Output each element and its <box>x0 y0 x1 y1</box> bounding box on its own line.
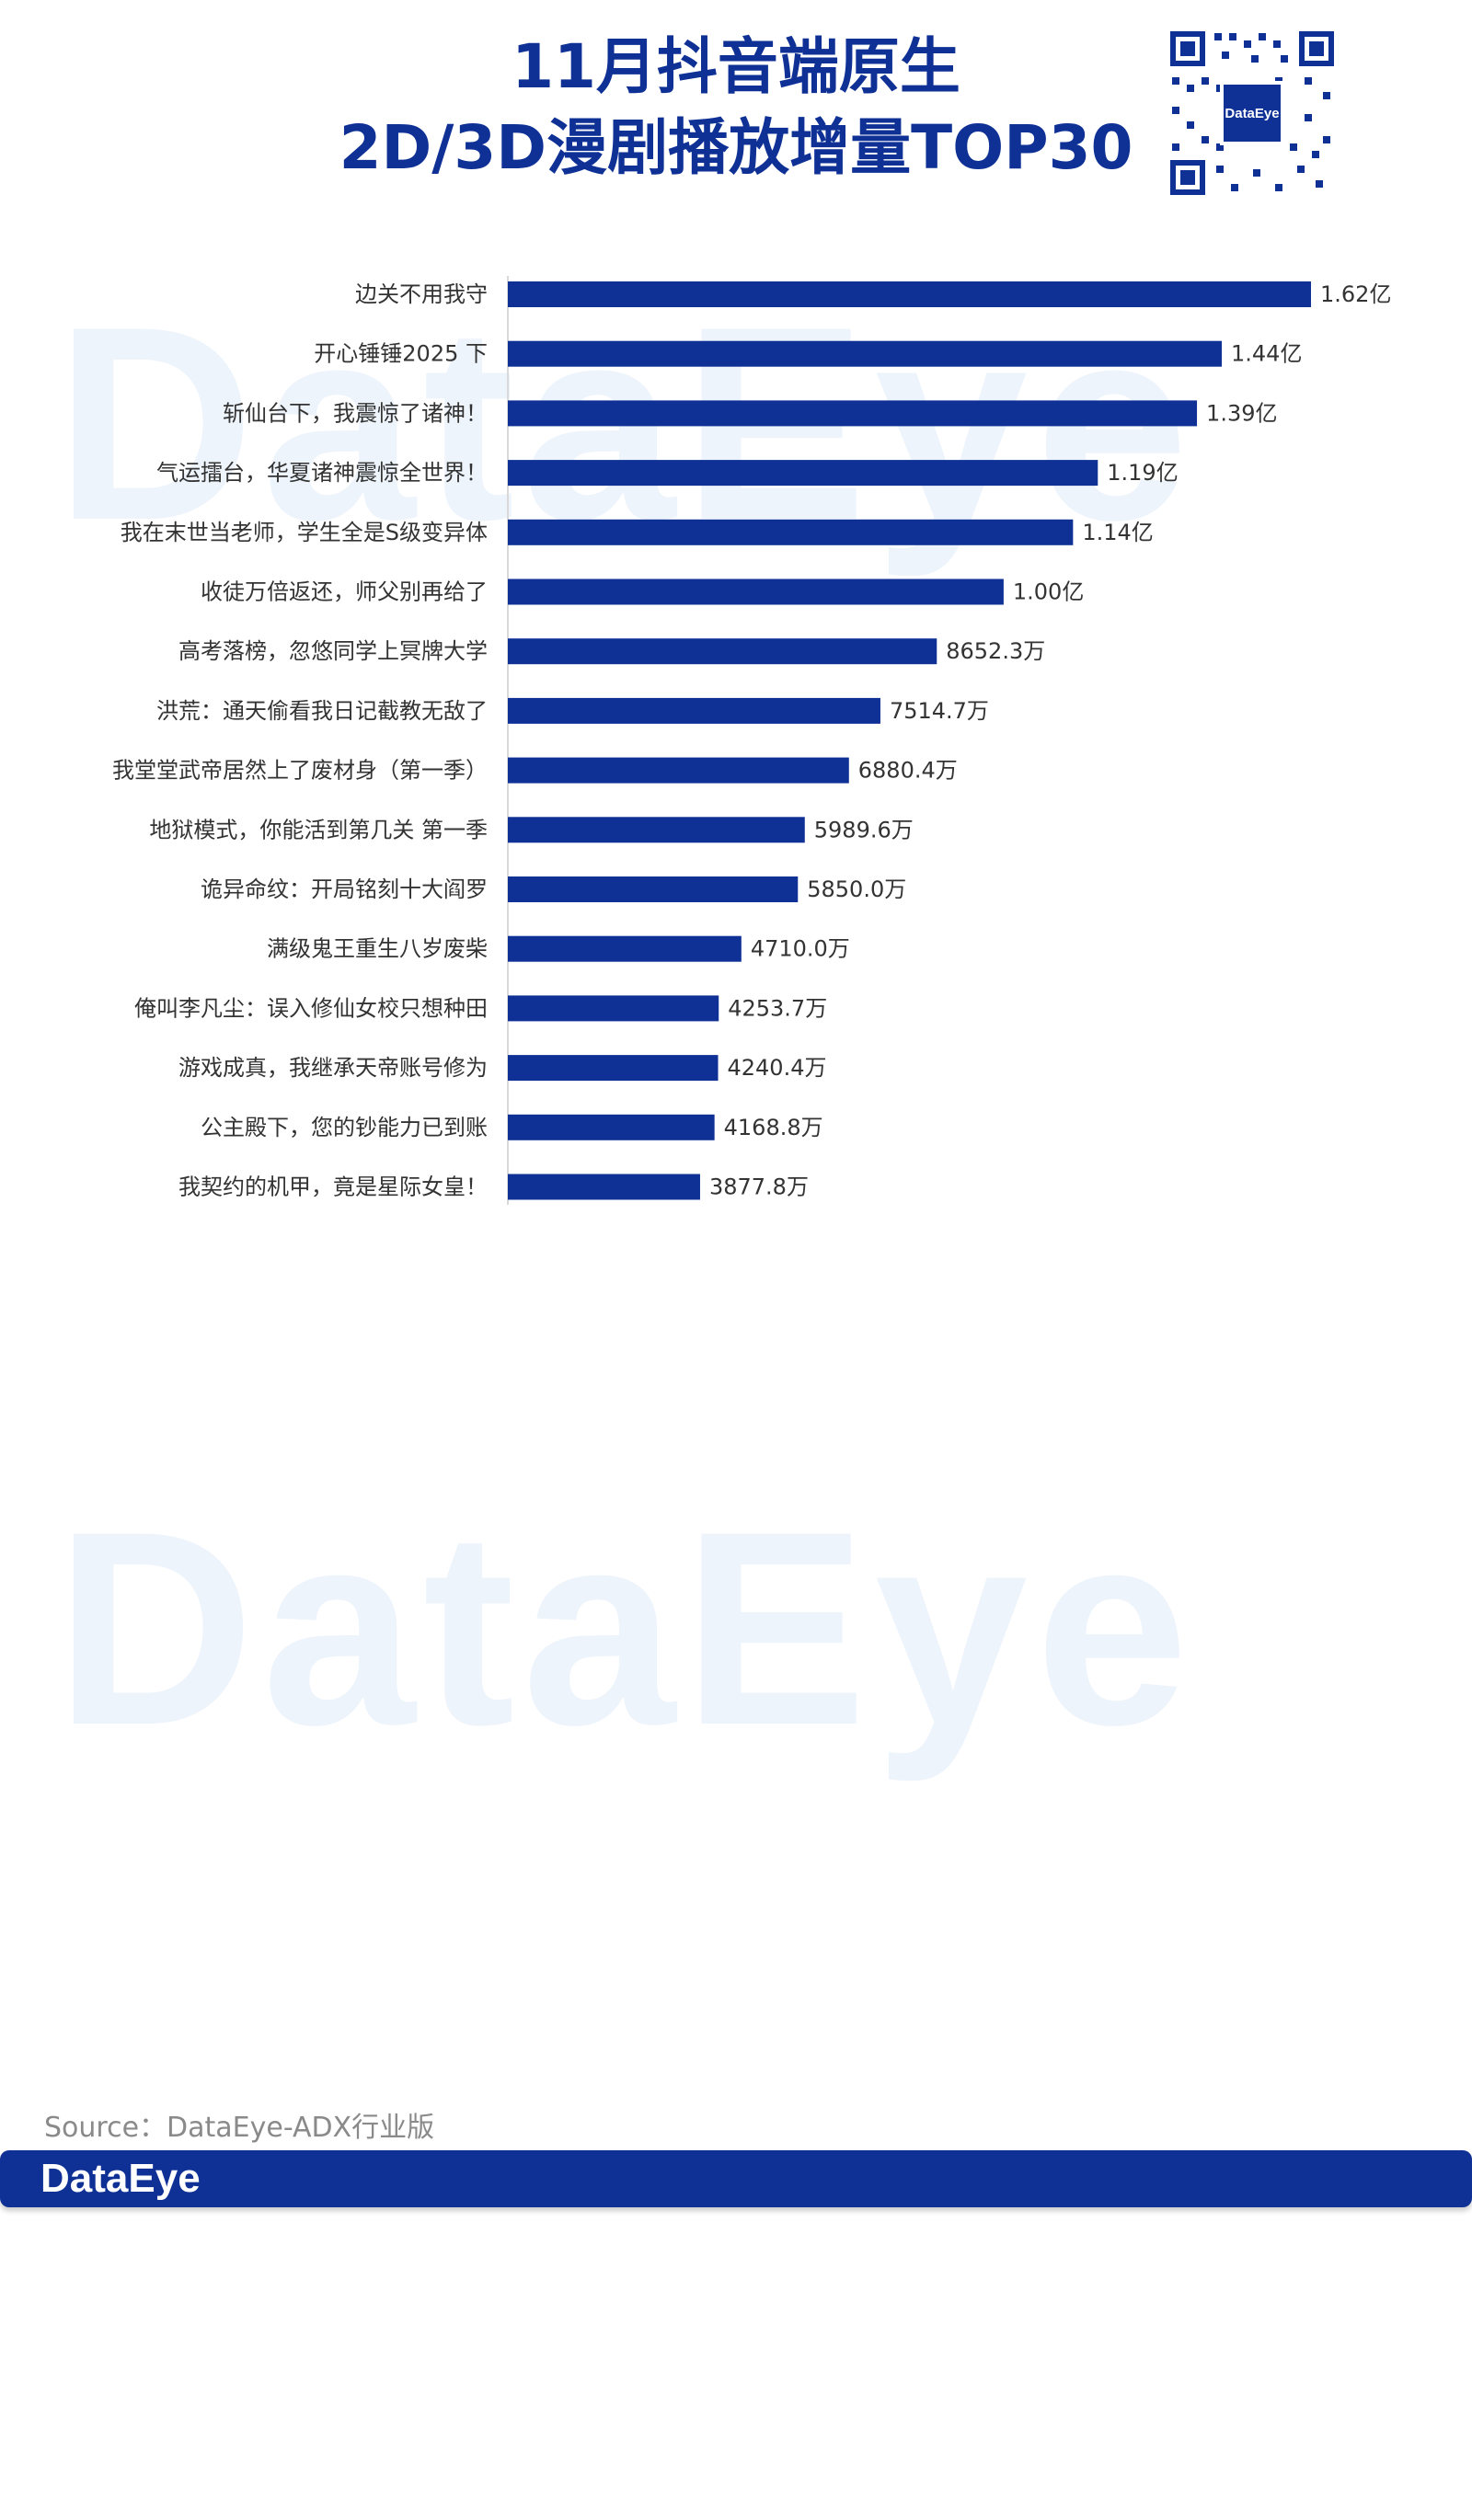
bar <box>508 817 805 843</box>
category-label: 游戏成真，我继承天帝账号修为 <box>178 1055 488 1081</box>
footer-logo: DataEye <box>40 2156 201 2201</box>
footer-bar <box>0 2150 1472 2207</box>
category-label: 边关不用我守 <box>355 281 488 307</box>
bar <box>508 1114 715 1140</box>
bar <box>508 460 1098 487</box>
qr-code-icon: DataEye <box>1167 28 1338 199</box>
data-label: 4240.4万 <box>728 1055 827 1081</box>
category-label: 公主殿下，您的钞能力已到账 <box>201 1115 488 1140</box>
data-label: 1.00亿 <box>1013 579 1084 605</box>
data-label: 1.14亿 <box>1082 520 1153 545</box>
category-label: 收徒万倍返还，师父别再给了 <box>201 579 488 605</box>
bar <box>508 400 1198 427</box>
data-label: 1.19亿 <box>1107 460 1178 486</box>
category-label: 我契约的机甲，竟是星际女皇！ <box>178 1174 488 1200</box>
qr-logo-text: DataEye <box>1225 106 1279 121</box>
data-label: 8652.3万 <box>946 638 1045 664</box>
data-label: 5989.6万 <box>814 817 914 842</box>
bar <box>508 876 799 902</box>
data-label: 1.44亿 <box>1231 341 1302 367</box>
category-label: 满级鬼王重生八岁废柴 <box>267 936 488 962</box>
data-label: 1.39亿 <box>1206 400 1277 426</box>
data-label: 4710.0万 <box>751 936 850 962</box>
category-label: 洪荒：通天偷看我日记截教无敌了 <box>156 698 488 724</box>
bar <box>508 935 742 962</box>
source-note: Source：DataEye-ADX行业版 <box>44 2112 435 2144</box>
category-label: 我在末世当老师，学生全是S级变异体 <box>121 520 488 545</box>
bar <box>508 995 719 1022</box>
category-label: 斩仙台下，我震惊了诸神！ <box>223 400 488 426</box>
data-label: 4168.8万 <box>724 1115 823 1140</box>
bar <box>508 1055 719 1082</box>
category-label: 高考落榜，忽悠同学上冥牌大学 <box>178 638 488 664</box>
data-label: 7514.7万 <box>890 698 989 724</box>
category-label: 诡异命纹：开局铭刻十大阎罗 <box>201 876 488 902</box>
title-line-2: 2D/3D漫剧播放增量TOP30 <box>339 112 1133 183</box>
category-label: 我堂堂武帝居然上了废材身（第一季） <box>112 758 488 784</box>
bar <box>508 340 1222 367</box>
data-label: 1.62亿 <box>1320 281 1391 307</box>
bar <box>508 757 849 784</box>
category-label: 俺叫李凡尘：误入修仙女校只想种田 <box>134 995 488 1021</box>
data-label: 6880.4万 <box>858 758 958 784</box>
category-label: 开心锤锤2025 下 <box>314 341 488 367</box>
category-label: 地狱模式，你能活到第几关 第一季 <box>149 817 488 842</box>
bar <box>508 578 1004 605</box>
bar <box>508 281 1311 307</box>
data-label: 5850.0万 <box>807 876 906 902</box>
title-line-1: 11月抖音端原生 <box>512 31 960 102</box>
bar <box>508 519 1074 545</box>
bar <box>508 638 937 665</box>
category-label: 气运擂台，华夏诸神震惊全世界！ <box>156 460 488 486</box>
bar <box>508 1174 700 1200</box>
data-label: 4253.7万 <box>728 995 827 1021</box>
bar <box>508 697 880 724</box>
data-label: 3877.8万 <box>709 1174 809 1200</box>
watermark-bottom: DataEye <box>55 1473 1197 1782</box>
